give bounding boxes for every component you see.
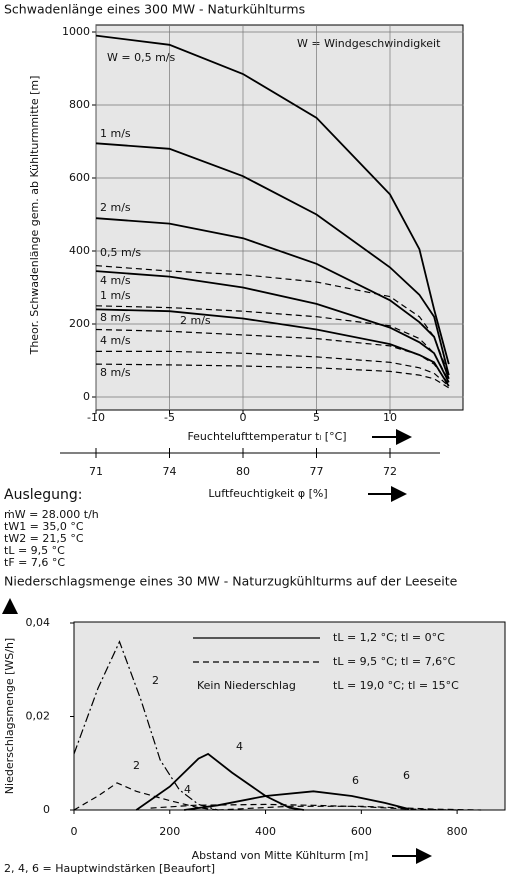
series-label: 6 bbox=[352, 774, 359, 787]
series-line bbox=[96, 350, 450, 387]
annotation: W = Windgeschwindigkeit bbox=[297, 37, 441, 50]
x-tick-label: 10 bbox=[383, 411, 397, 424]
x-tick-label: 200 bbox=[159, 825, 180, 838]
series-line bbox=[135, 752, 305, 811]
x-tick-label: 600 bbox=[351, 825, 372, 838]
x-tick-label: -10 bbox=[87, 411, 105, 424]
series-line bbox=[95, 305, 450, 381]
series-label: 2 bbox=[133, 759, 140, 772]
y-tick-label: 1000 bbox=[62, 25, 90, 38]
y-tick-label: 600 bbox=[69, 171, 90, 184]
y-tick-label: 400 bbox=[69, 244, 90, 257]
x2-tick-label: 72 bbox=[383, 465, 397, 478]
x2-tick-label: 74 bbox=[163, 465, 177, 478]
series-line bbox=[150, 803, 458, 811]
y-tick-label: 200 bbox=[69, 317, 90, 330]
design-line: tW1 = 35,0 °C bbox=[4, 520, 84, 533]
series-label: 4 m/s bbox=[100, 334, 131, 347]
chart-title: Niederschlagsmenge eines 30 MW - Naturzu… bbox=[4, 574, 458, 589]
series-label: 1 m/s bbox=[100, 289, 131, 302]
series-label: 4 m/s bbox=[100, 274, 131, 287]
series-label: 1 m/s bbox=[100, 127, 131, 140]
series-label: 8 m/s bbox=[100, 366, 131, 379]
series-label: 6 bbox=[403, 769, 410, 782]
footnote: 2, 4, 6 = Hauptwindstärken [Beaufort] bbox=[4, 862, 215, 875]
series-line bbox=[217, 805, 482, 811]
legend-label: tL = 1,2 °C; tl = 0°C bbox=[333, 631, 445, 644]
series-label: 8 m/s bbox=[100, 311, 131, 324]
y-tick-label: 0,02 bbox=[26, 710, 51, 723]
x-tick-label: 0 bbox=[240, 411, 247, 424]
series-label: 2 m/s bbox=[180, 314, 211, 327]
y-tick-label: 0,04 bbox=[26, 616, 51, 629]
legend-label: tL = 19,0 °C; tl = 15°C bbox=[333, 679, 459, 692]
design-title: Auslegung: bbox=[4, 487, 82, 503]
x2-tick-label: 80 bbox=[236, 465, 250, 478]
series-line bbox=[95, 328, 450, 385]
chart-title: Schwadenlänge eines 300 MW - Naturkühltu… bbox=[4, 2, 305, 17]
y-axis-label: Niederschlagsmenge [WS/h] bbox=[3, 638, 16, 794]
series-line bbox=[95, 308, 450, 387]
series-line bbox=[73, 640, 218, 811]
series-line bbox=[73, 782, 218, 811]
series-line bbox=[95, 363, 450, 389]
design-line: tW2 = 21,5 °C bbox=[4, 532, 84, 545]
design-line: tL = 9,5 °C bbox=[4, 544, 65, 557]
series-label: W = 0,5 m/s bbox=[107, 51, 175, 64]
series-label: 4 bbox=[236, 740, 243, 753]
x-axis-label: Abstand von Mitte Kühlturm [m] bbox=[192, 849, 369, 862]
series-line bbox=[183, 790, 410, 811]
series-line bbox=[95, 142, 450, 376]
y-tick-label: 0 bbox=[43, 803, 50, 816]
design-line: ṁW = 28.000 t/h bbox=[4, 508, 99, 521]
x2-tick-label: 77 bbox=[310, 465, 324, 478]
series-label: 2 bbox=[152, 674, 159, 687]
x-tick-label: 800 bbox=[447, 825, 468, 838]
x-tick-label: 0 bbox=[71, 825, 78, 838]
design-line: tF = 7,6 °C bbox=[4, 556, 65, 569]
legend-label: tL = 9,5 °C; tl = 7,6°C bbox=[333, 655, 456, 668]
y-axis-label: Theor. Schwadenlänge gem. ab Kühlturmmit… bbox=[28, 76, 41, 356]
x2-axis-label: Luftfeuchtigkeit φ [%] bbox=[208, 487, 327, 500]
plot-area bbox=[95, 24, 464, 411]
x-tick-label: 400 bbox=[255, 825, 276, 838]
y-tick-label: 800 bbox=[69, 98, 90, 111]
series-line bbox=[95, 265, 450, 376]
legend-note: Kein Niederschlag bbox=[197, 679, 296, 692]
series-label: 2 m/s bbox=[100, 201, 131, 214]
x2-tick-label: 71 bbox=[89, 465, 103, 478]
series-label: 4 bbox=[184, 783, 191, 796]
series-line bbox=[95, 34, 450, 365]
y-tick-label: 0 bbox=[83, 390, 90, 403]
x-tick-label: 5 bbox=[313, 411, 320, 424]
plot-area bbox=[73, 621, 506, 811]
x-tick-label: -5 bbox=[164, 411, 175, 424]
series-label: 0,5 m/s bbox=[100, 246, 141, 259]
x-axis-label: Feuchtelufttemperatur tₗ [°C] bbox=[187, 430, 346, 443]
